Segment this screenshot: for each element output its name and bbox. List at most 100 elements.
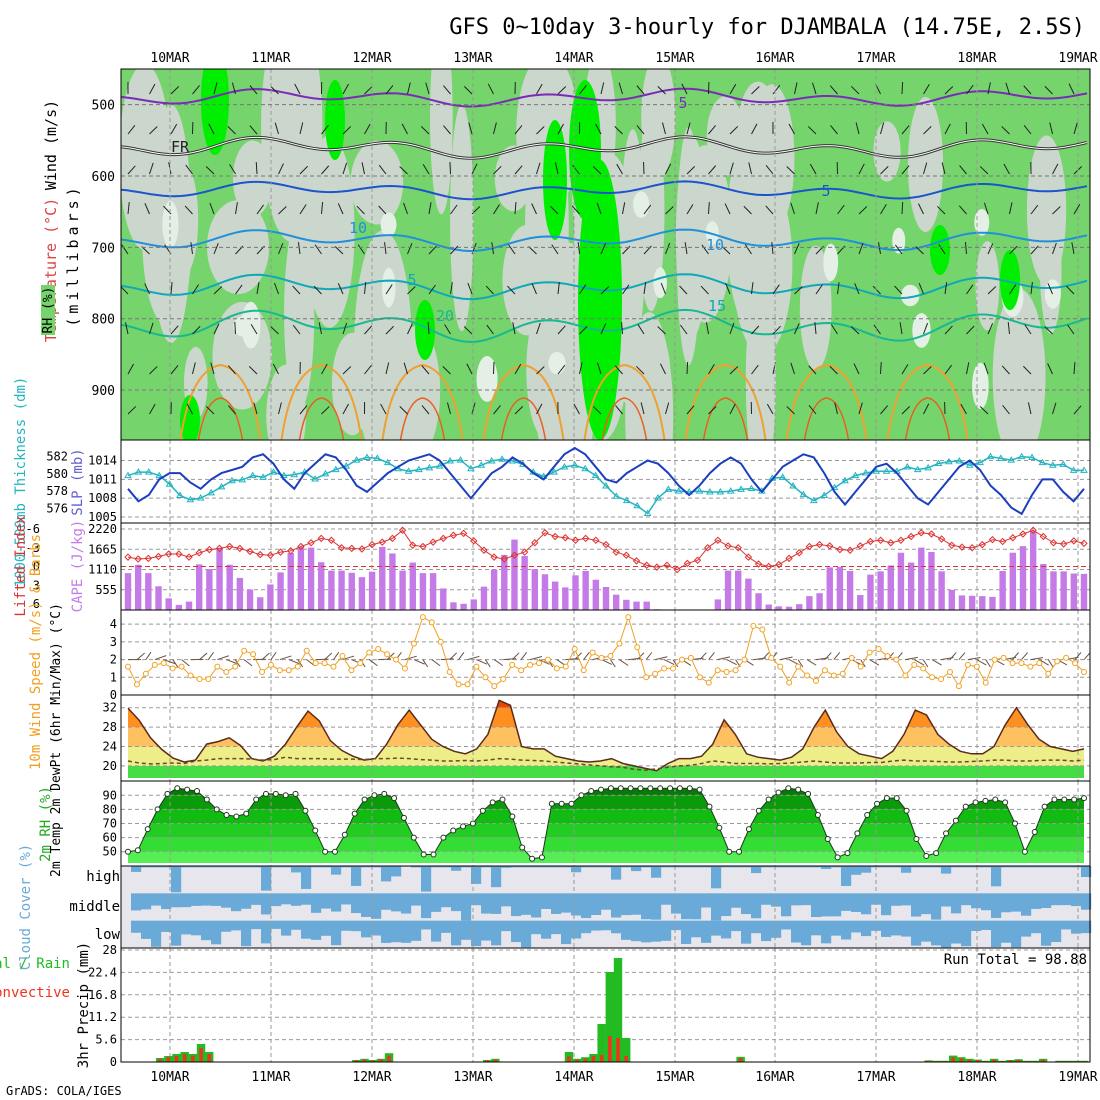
- rh-marker: [913, 836, 920, 843]
- rh-very-dry-region: [1044, 279, 1061, 309]
- wind-barb: [213, 323, 220, 335]
- wind-barb: [708, 165, 717, 175]
- rh-marker: [588, 788, 595, 795]
- cloud-cover-bar: [331, 866, 342, 875]
- contour-label: 10: [349, 219, 367, 237]
- cape-bar: [785, 606, 793, 610]
- wind-barb: [121, 286, 129, 295]
- wind-barb: [270, 86, 279, 95]
- cloud-cover-bar: [261, 893, 272, 915]
- slp-tick-label: 1011: [88, 472, 117, 486]
- wind-speed-marker: [401, 665, 408, 672]
- precip-convective-bar: [959, 1058, 964, 1062]
- wind-barb: [1044, 326, 1053, 335]
- cloud-cover-bar: [961, 866, 972, 868]
- cloud-cover-bar: [761, 893, 772, 905]
- wind-speed-marker: [187, 672, 194, 679]
- date-label-bottom: 13MAR: [453, 1070, 492, 1085]
- wind-barb-10m: [288, 659, 300, 665]
- cloud-layer-label: high: [86, 869, 120, 885]
- cloud-cover-bar: [261, 920, 272, 944]
- wind-barb: [1005, 82, 1010, 95]
- wind-barb: [708, 364, 715, 375]
- wind-barb-10m: [1030, 657, 1044, 661]
- cloud-cover-bar: [851, 920, 862, 933]
- rh-marker: [331, 848, 338, 855]
- cloud-cover-bar: [551, 893, 562, 914]
- cloud-cover-bar: [771, 920, 782, 938]
- cloud-cover-bar: [501, 866, 512, 868]
- wind-speed-marker: [911, 661, 918, 668]
- cloud-cover-bar: [631, 866, 642, 872]
- cloud-cover-bar: [801, 866, 812, 868]
- cloud-cover-bar: [401, 920, 412, 943]
- pressure-tick-label: 900: [92, 384, 115, 399]
- wind-barb: [915, 246, 924, 255]
- wind-barb: [786, 406, 795, 415]
- cape-bar: [460, 603, 467, 610]
- wind-barb: [149, 162, 154, 175]
- rh-marker: [844, 850, 851, 857]
- wind-barb: [621, 322, 623, 335]
- cloud-cover-bar: [581, 920, 592, 934]
- wind-barb: [274, 282, 279, 295]
- wind-barb-10m: [503, 658, 517, 661]
- thickness-marker: [955, 456, 964, 464]
- cloud-cover-bar: [911, 920, 922, 946]
- wind-speed-marker: [1054, 658, 1061, 665]
- wind-barb-10m: [985, 659, 991, 668]
- wind-barb: [471, 163, 478, 175]
- wind-barb: [551, 244, 559, 255]
- cloud-cover-bar: [1031, 893, 1042, 909]
- wind-barb: [428, 202, 432, 215]
- thickness-marker: [446, 456, 455, 464]
- wind-speed-marker: [393, 656, 400, 663]
- wind-barb: [901, 405, 911, 415]
- wind-barb: [1071, 242, 1075, 255]
- cloud-cover-bar: [1071, 893, 1082, 907]
- wind-barb: [450, 245, 459, 255]
- wind-barb: [1007, 322, 1010, 335]
- lifted-index-marker: [246, 547, 254, 556]
- pressure-tick-label: 800: [92, 313, 115, 328]
- thickness-marker: [695, 487, 704, 494]
- cloud-cover-bar: [451, 866, 462, 871]
- date-label-top: 18MAR: [957, 51, 996, 66]
- thickness-marker: [706, 488, 714, 495]
- cape-bar: [155, 586, 162, 610]
- wind-barb: [385, 362, 390, 375]
- precip-convective-bar: [567, 1056, 571, 1062]
- thickness-marker: [342, 462, 351, 469]
- wind-barb-10m: [431, 659, 441, 667]
- rh-dry-region: [676, 127, 701, 366]
- pressure-axis-label: (millibars): [64, 183, 82, 326]
- wind-barb: [536, 162, 541, 175]
- cloud-cover-bar: [731, 866, 742, 868]
- cloud-cover-bar: [901, 866, 912, 873]
- thickness-marker: [851, 471, 860, 479]
- rh-marker: [745, 826, 752, 833]
- warm-contour-inner: [298, 397, 345, 440]
- lifted-index-marker: [683, 559, 692, 568]
- cloud-cover-bar: [1081, 866, 1092, 878]
- cloud-cover-bar: [1011, 866, 1022, 868]
- wind-barb: [407, 243, 413, 255]
- cloud-cover-bar: [181, 920, 192, 935]
- wind-speed-marker: [375, 645, 382, 652]
- lifted-index-marker: [958, 543, 966, 551]
- wind-barb: [299, 405, 308, 415]
- wind-barb: [679, 324, 688, 335]
- thickness-marker: [1007, 456, 1016, 463]
- lifted-index-marker: [927, 530, 936, 538]
- warm-contour-inner: [702, 397, 749, 440]
- rh-marker: [282, 792, 289, 799]
- rh-marker: [893, 795, 900, 802]
- wind-barb: [812, 82, 817, 95]
- wind-barb-10m: [243, 659, 253, 667]
- cape-bar: [948, 589, 955, 610]
- rh-dry-region: [284, 216, 315, 411]
- rh-marker: [558, 800, 565, 807]
- thickness-marker: [415, 465, 423, 473]
- wind-barb: [420, 126, 430, 135]
- cloud-cover-bar: [881, 866, 892, 868]
